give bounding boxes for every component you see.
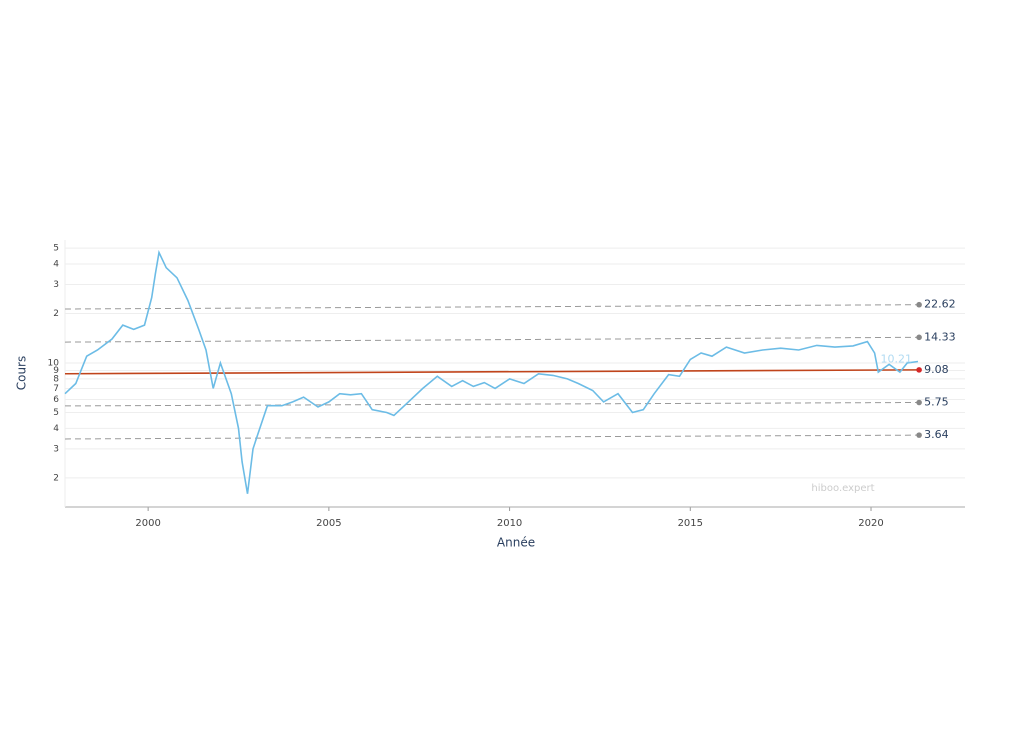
y-tick-label: 3 [53, 444, 59, 454]
level-label: 5.75 [924, 395, 949, 408]
y-tick-label: 7 [53, 384, 59, 394]
y-tick-label: 5 [53, 408, 59, 418]
level-dot [916, 399, 922, 406]
y-tick-label: 4 [53, 424, 59, 434]
level-label: 3.64 [924, 428, 949, 441]
level-label: 9.08 [924, 363, 949, 376]
y-tick-label: 10 [48, 358, 60, 368]
y-tick-label: 2 [53, 473, 59, 483]
y-tick-label: 2 [53, 309, 59, 319]
y-tick-label: 8 [53, 374, 59, 384]
level-dot [916, 432, 922, 438]
y-axis-title: Cours [15, 356, 29, 391]
y-tick-label: 3 [53, 280, 59, 290]
level-dot [916, 367, 922, 373]
y-tick-label: 5 [53, 244, 59, 254]
x-tick-label: 2015 [678, 518, 703, 529]
channel-line [64, 401, 920, 407]
watermark: hiboo.expert [811, 483, 874, 494]
y-tick-label: 6 [53, 395, 59, 405]
level-dot [916, 334, 922, 341]
x-tick-label: 2000 [135, 518, 160, 529]
x-tick-label: 2005 [316, 518, 341, 529]
channel-line [64, 434, 920, 440]
x-tick-label: 2020 [858, 518, 883, 529]
price-line [64, 249, 919, 494]
channel-line [64, 336, 920, 343]
level-label: 22.62 [924, 298, 956, 311]
y-tick-label: 4 [53, 260, 59, 270]
x-tick-label: 2010 [497, 518, 522, 529]
trend-line [64, 369, 920, 375]
level-label: 14.33 [924, 330, 956, 343]
channel-line [64, 304, 920, 310]
level-dot [916, 301, 922, 308]
x-axis-title: Année [497, 536, 535, 550]
last-value-label: 10.21 [881, 352, 913, 365]
y-tick-label: 9 [53, 366, 59, 376]
